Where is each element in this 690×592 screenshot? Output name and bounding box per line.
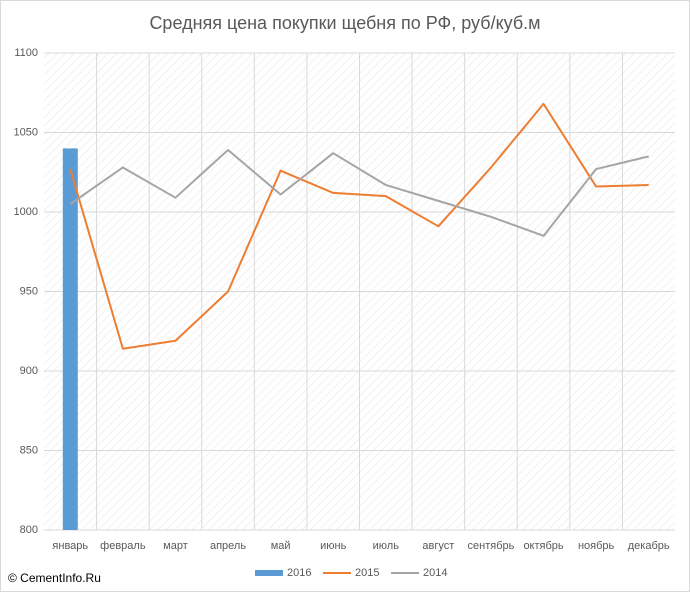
chart-title: Средняя цена покупки щебня по РФ, руб/ку… [149,13,540,33]
x-tick-label: январь [52,540,88,552]
y-tick-label: 1000 [14,206,38,218]
x-tick-label: сентябрь [468,540,515,552]
y-tick-label: 900 [20,365,38,377]
legend-label: 2015 [355,567,379,579]
x-tick-label: апрель [210,540,246,552]
y-tick-label: 1100 [14,47,38,59]
y-tick-label: 800 [20,524,38,536]
x-tick-label: июнь [320,540,346,552]
line [69,102,649,350]
x-tick-label: октябрь [523,540,563,552]
legend-label: 2014 [423,567,447,579]
line [69,148,649,237]
bar [62,148,78,530]
legend-swatch [255,570,283,576]
x-tick-label: май [271,540,291,552]
y-tick-label: 1050 [14,126,38,138]
y-tick-label: 850 [20,444,38,456]
footer: © CementInfo.Ru [8,571,101,585]
x-tick-label: июль [373,540,400,552]
legend-label: 2016 [287,567,311,579]
x-tick-label: март [163,540,188,552]
x-tick-label: август [422,540,454,552]
y-tick-label: 950 [20,285,38,297]
x-tick-label: декабрь [628,540,670,552]
x-tick-label: февраль [100,540,146,552]
x-tick-label: ноябрь [578,540,615,552]
